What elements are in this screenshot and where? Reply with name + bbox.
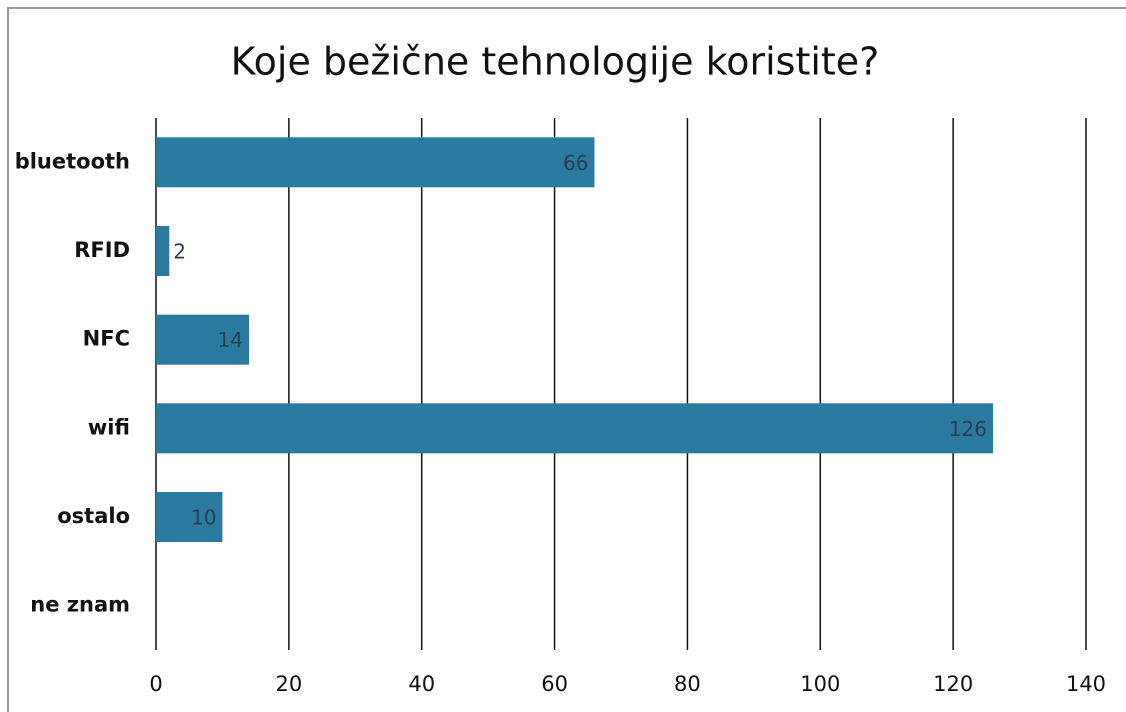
x-tick-label: 100 bbox=[800, 672, 840, 696]
x-tick-label: 0 bbox=[149, 672, 162, 696]
bar bbox=[156, 492, 223, 542]
bar bbox=[156, 403, 993, 454]
data-label: 14 bbox=[218, 328, 243, 352]
data-label: 2 bbox=[173, 240, 186, 264]
y-tick-label: ostalo bbox=[57, 504, 130, 528]
y-tick-label: wifi bbox=[88, 415, 130, 439]
y-tick-label: bluetooth bbox=[15, 149, 130, 173]
x-tick-label: 80 bbox=[674, 672, 701, 696]
y-tick-label: RFID bbox=[74, 238, 130, 262]
y-tick-label: NFC bbox=[83, 327, 130, 351]
bar bbox=[156, 314, 249, 365]
x-tick-label: 60 bbox=[541, 672, 568, 696]
data-label: 66 bbox=[563, 151, 588, 175]
y-tick-label: ne znam bbox=[30, 593, 130, 617]
chart-title: Koje bežične tehnologije koristite? bbox=[231, 40, 880, 84]
bar bbox=[156, 226, 170, 276]
x-tick-label: 20 bbox=[275, 672, 302, 696]
bar bbox=[156, 137, 595, 188]
x-tick-label: 140 bbox=[1066, 672, 1106, 696]
data-label: 126 bbox=[949, 417, 987, 441]
x-tick-label: 120 bbox=[933, 672, 973, 696]
data-label: 10 bbox=[191, 506, 216, 530]
chart-frame bbox=[7, 7, 1126, 712]
x-tick-label: 40 bbox=[408, 672, 435, 696]
